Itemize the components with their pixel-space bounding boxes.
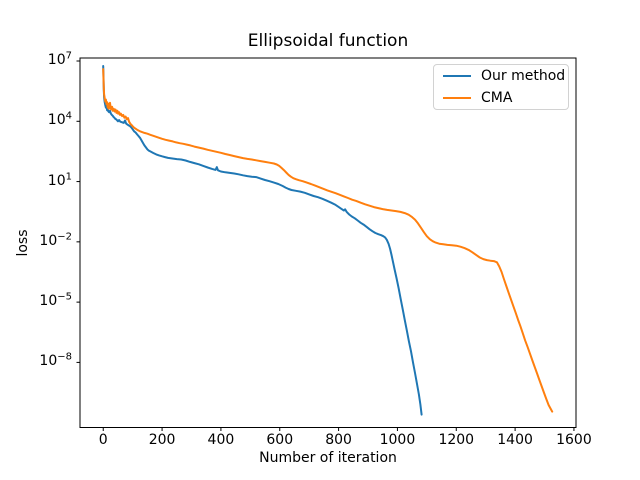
series-line-cma (102, 68, 554, 413)
x-tick-label-600: 600 (266, 432, 294, 448)
x-tick-label-1600: 1600 (556, 432, 592, 448)
y-tick-label-1e-5: 10−5 (39, 291, 72, 310)
chart-title: Ellipsoidal function (247, 31, 409, 51)
x-tick-label-1200: 1200 (438, 432, 475, 448)
axes-frame (79, 57, 577, 428)
x-tick-label-200: 200 (148, 432, 176, 448)
legend: Our method CMA (433, 64, 569, 110)
legend-swatch-our-method (443, 74, 471, 78)
x-tick-label-1000: 1000 (379, 432, 416, 448)
x-tick-label-400: 400 (207, 432, 235, 448)
x-tick-label-1400: 1400 (497, 432, 533, 448)
y-tick-label-1e-2: 10−2 (39, 231, 72, 249)
y-tick-label-1e-8: 10−8 (39, 351, 72, 370)
series-line-our-method (102, 65, 423, 416)
legend-swatch-cma (443, 96, 471, 100)
y-tick-label-1e1: 101 (47, 170, 72, 189)
y-tick-label-1e4: 104 (47, 110, 72, 129)
y-tick-label-1e7: 107 (47, 50, 72, 68)
legend-label-cma: CMA (481, 90, 513, 106)
x-axis-label: Number of iteration (259, 450, 397, 466)
legend-label-our-method: Our method (481, 68, 566, 84)
x-tick-label-0: 0 (98, 432, 108, 448)
x-tick-label-800: 800 (325, 432, 352, 448)
legend-item-our-method: Our method (434, 67, 568, 85)
legend-item-cma: CMA (434, 89, 568, 107)
